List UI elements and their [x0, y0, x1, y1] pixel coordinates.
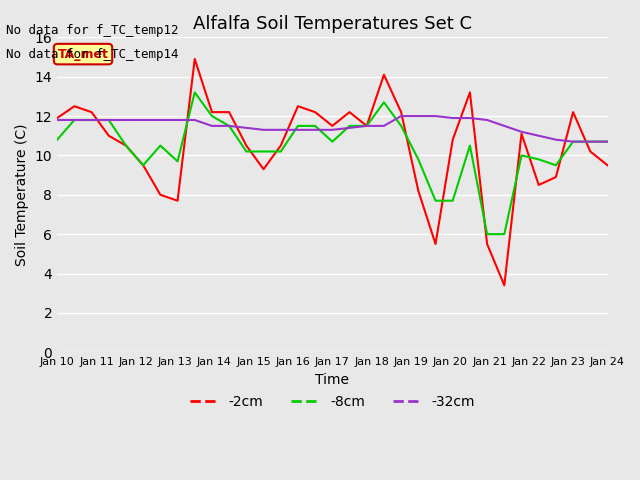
- Text: No data for f_TC_temp12: No data for f_TC_temp12: [6, 24, 179, 36]
- Legend: -2cm, -8cm, -32cm: -2cm, -8cm, -32cm: [184, 389, 481, 415]
- Text: TA_met: TA_met: [58, 48, 108, 60]
- Text: No data for f_TC_temp14: No data for f_TC_temp14: [6, 48, 179, 60]
- X-axis label: Time: Time: [316, 372, 349, 387]
- Y-axis label: Soil Temperature (C): Soil Temperature (C): [15, 123, 29, 266]
- Title: Alfalfa Soil Temperatures Set C: Alfalfa Soil Temperatures Set C: [193, 15, 472, 33]
